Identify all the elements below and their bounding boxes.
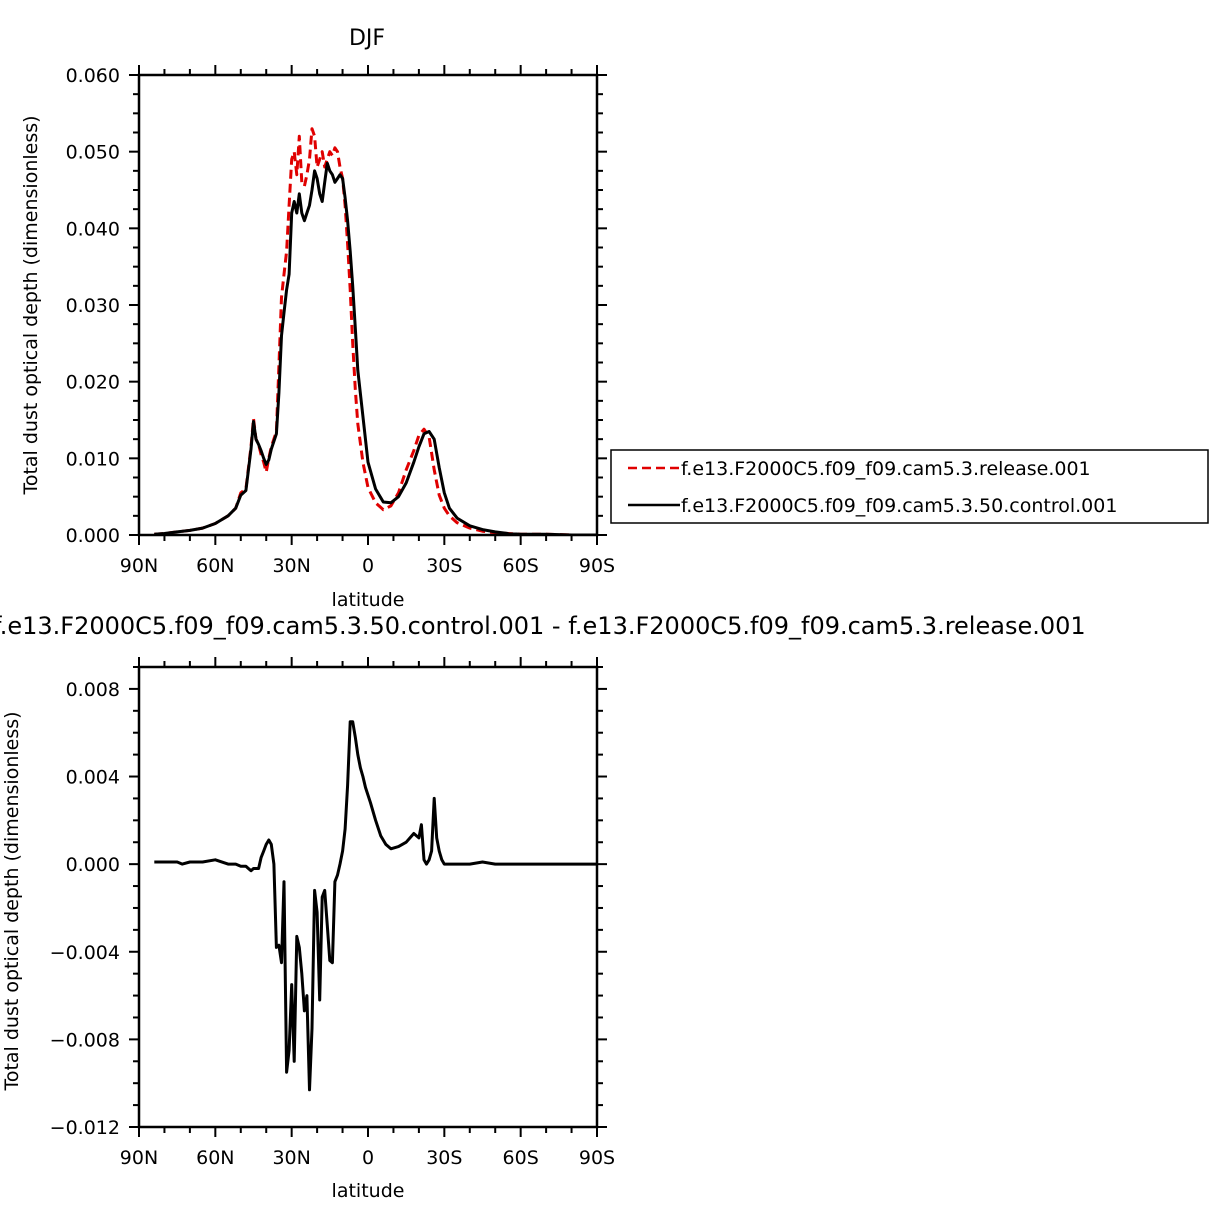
top-series-group — [154, 127, 597, 535]
bottom-x-tick-label: 60S — [503, 1147, 539, 1169]
top-plot-frame — [137, 73, 599, 537]
bottom-x-tick-label: 0 — [362, 1147, 374, 1169]
bottom-x-tick-label: 30N — [272, 1147, 310, 1169]
bottom-plot-frame — [137, 665, 599, 1129]
bottom-series-line-0 — [154, 720, 597, 1092]
bottom-x-tick-label: 30S — [426, 1147, 462, 1169]
legend: f.e13.F2000C5.f09_f09.cam5.3.release.001… — [610, 449, 1209, 524]
bottom-y-tick-label: −0.008 — [50, 1029, 120, 1051]
legend-label-release: f.e13.F2000C5.f09_f09.cam5.3.release.001 — [681, 458, 1091, 480]
top-x-tick-label: 60N — [196, 555, 234, 577]
top-y-tick-label: 0.040 — [66, 218, 120, 240]
top-x-tick-label: 90S — [579, 555, 615, 577]
top-x-tick-label: 30S — [426, 555, 462, 577]
top-y-tick-label: 0.030 — [66, 295, 120, 317]
bottom-y-tick-label: 0.008 — [66, 679, 120, 701]
bottom-y-tick-label: 0.004 — [66, 767, 120, 789]
bottom-y-axis-label: Total dust optical depth (dimensionless) — [1, 711, 23, 1091]
top-x-axis-label: latitude — [332, 589, 405, 611]
top-y-tick-label: 0.060 — [66, 65, 120, 87]
bottom-series-group — [154, 720, 597, 1092]
bottom-x-tick-label: 60N — [196, 1147, 234, 1169]
bottom-y-tick-label: 0.000 — [66, 854, 120, 876]
top-panel: DJF 90N 60N 30N 0 30S 60S 90S 0.000 0.010 0.020 0.… — [20, 26, 615, 611]
top-chart-title: DJF — [349, 26, 385, 51]
top-y-tick-label: 0.000 — [66, 525, 120, 547]
top-x-tick-label: 60S — [503, 555, 539, 577]
bottom-chart-title: f.e13.F2000C5.f09_f09.cam5.3.50.control.… — [0, 612, 1086, 640]
top-x-tick-label: 30N — [272, 555, 310, 577]
bottom-x-tick-label: 90S — [579, 1147, 615, 1169]
legend-label-control: f.e13.F2000C5.f09_f09.cam5.3.50.control.… — [681, 495, 1117, 517]
bottom-x-axis-label: latitude — [332, 1180, 405, 1202]
top-x-tick-label: 90N — [120, 555, 158, 577]
bottom-x-tick-label: 90N — [120, 1147, 158, 1169]
top-y-tick-label: 0.050 — [66, 142, 120, 164]
top-y-tick-label: 0.020 — [66, 372, 120, 394]
top-y-axis-label: Total dust optical depth (dimensionless) — [20, 115, 42, 495]
top-ticks: 90N 60N 30N 0 30S 60S 90S 0.000 0.010 0.020 0.030 0… — [66, 65, 615, 577]
bottom-y-tick-label: −0.004 — [50, 942, 120, 964]
bottom-ticks: 90N 60N 30N 0 30S 60S 90S −0.012 −0.008 −0.004 0.0… — [50, 657, 615, 1169]
top-series-line-0 — [154, 127, 597, 535]
bottom-panel: f.e13.F2000C5.f09_f09.cam5.3.50.control.… — [0, 612, 1086, 1202]
top-x-tick-label: 0 — [362, 555, 374, 577]
top-y-tick-label: 0.010 — [66, 448, 120, 470]
top-series-line-1 — [154, 161, 597, 535]
bottom-y-tick-label: −0.012 — [50, 1117, 120, 1139]
legend-box — [610, 449, 1209, 524]
